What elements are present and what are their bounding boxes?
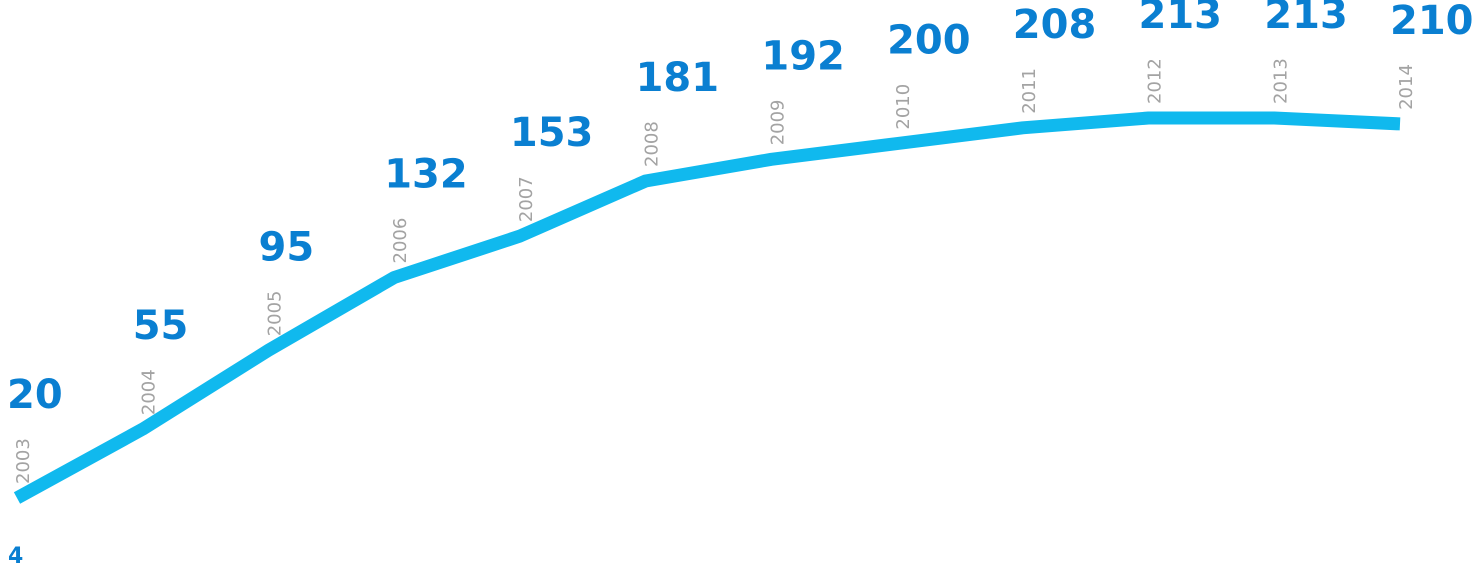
- x-tick-label: 2011: [1019, 68, 1040, 114]
- x-tick-label: 2005: [265, 290, 286, 336]
- page-number: 4: [8, 544, 24, 569]
- data-label: 208: [1013, 2, 1097, 48]
- series-line: [13, 111, 1401, 504]
- data-label: 213: [1139, 0, 1223, 38]
- x-tick-label: 2014: [1396, 64, 1417, 110]
- data-point-2005: [263, 344, 275, 356]
- data-label: 95: [259, 224, 315, 270]
- data-label: 20: [7, 372, 63, 418]
- data-label: 55: [133, 303, 189, 349]
- data-point-2008: [640, 175, 652, 187]
- data-point-2010: [891, 138, 903, 150]
- data-label: 192: [761, 33, 845, 79]
- data-point-2009: [765, 153, 777, 165]
- data-point-2013: [1268, 112, 1280, 124]
- data-point-2004: [137, 423, 149, 435]
- data-label: 200: [887, 18, 971, 64]
- x-tick-label: 2006: [390, 218, 411, 264]
- data-label: 213: [1264, 0, 1348, 38]
- series-layer: [11, 111, 1406, 504]
- data-label: 181: [636, 55, 720, 101]
- x-tick-label: 2003: [13, 438, 34, 484]
- data-label: 210: [1390, 0, 1474, 44]
- x-tick-label: 2004: [139, 369, 160, 415]
- data-label: 132: [384, 152, 468, 198]
- data-label: 153: [510, 110, 594, 156]
- x-tick-label: 2007: [516, 176, 537, 222]
- x-tick-label: 2010: [893, 84, 914, 130]
- data-point-2012: [1143, 112, 1155, 124]
- x-tick-label: 2013: [1270, 58, 1291, 104]
- data-point-2006: [388, 272, 400, 284]
- x-tick-label: 2009: [767, 99, 788, 145]
- x-tick-label: 2008: [642, 121, 663, 167]
- data-point-2014: [1394, 118, 1406, 130]
- x-tick-label: 2012: [1145, 58, 1166, 104]
- value-labels: 20 55 95 132 153 181 192 200 208 213 213 210: [7, 0, 1474, 418]
- data-point-2003: [11, 492, 23, 504]
- data-point-2011: [1017, 122, 1029, 134]
- year-labels: 2003 2004 2005 2006 2007 2008 2009 2010 2011 2012…: [13, 58, 1417, 484]
- data-point-2007: [514, 230, 526, 242]
